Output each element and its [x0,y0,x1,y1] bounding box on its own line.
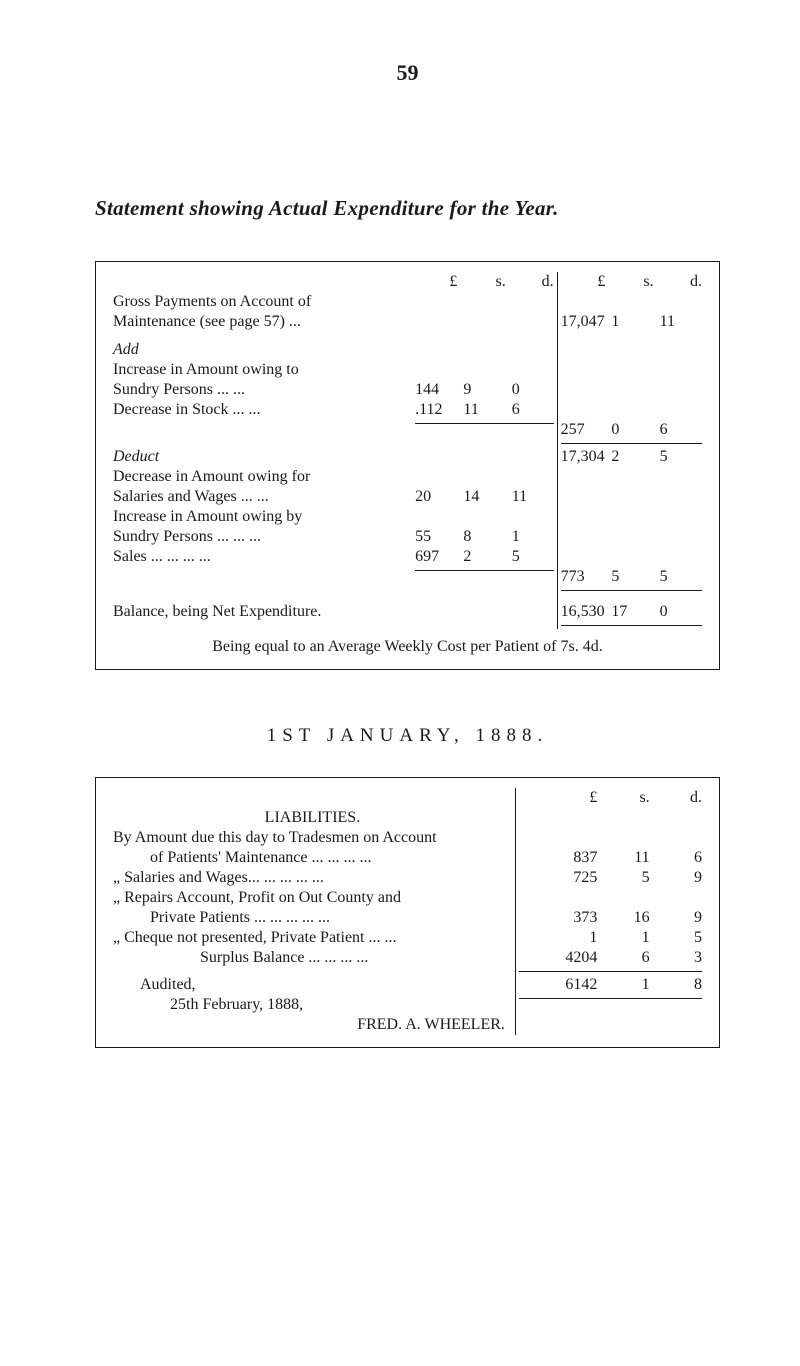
col-header-s: s. [460,272,508,292]
balance-s: 17 [608,602,656,622]
pat-d: 6 [653,848,705,868]
sur-d: 3 [653,948,705,968]
sp2-d: 1 [509,527,557,547]
sp2-s: 8 [460,527,508,547]
ds-L: .112 [412,400,460,420]
sub2-L: 773 [557,567,608,587]
pat-L: 837 [515,848,600,868]
sub1-s: 0 [608,420,656,440]
add-label: Add [110,340,412,360]
ds-s: 11 [460,400,508,420]
liab-col-s: s. [600,788,652,808]
col-header-L2: £ [557,272,608,292]
sal-d: 9 [653,868,705,888]
sales: Sales ... ... ... ... [110,547,412,567]
sales-s: 2 [460,547,508,567]
repairs-line: „ Repairs Account, Profit on Out County … [110,888,515,908]
salaries-wages: Salaries and Wages ... ... [110,487,412,507]
sal-L: 725 [515,868,600,888]
tot-s: 1 [600,975,652,995]
col-header-d2: d. [657,272,705,292]
statement-table-box: £ s. d. £ s. d. Gross Payments on Accoun… [95,261,720,670]
ds-d: 6 [509,400,557,420]
gross-L: 17,047 [557,312,608,332]
tot-d: 8 [653,975,705,995]
priv-L: 373 [515,908,600,928]
audited-line: Audited, [110,975,515,995]
tot-L: 6142 [515,975,600,995]
priv-d: 9 [653,908,705,928]
statement-title: Statement showing Actual Expenditure for… [95,196,720,221]
liab-col-L: £ [515,788,600,808]
sw-d: 11 [509,487,557,507]
sales-L: 697 [412,547,460,567]
sp1-d: 0 [509,380,557,400]
col-header-d: d. [509,272,557,292]
gross-line1: Gross Payments on Account of [110,292,412,312]
deduct-label: Deduct [110,447,412,467]
increase-owing-by: Increase in Amount owing by [110,507,412,527]
sundry-persons-1: Sundry Persons ... ... [110,380,412,400]
sub2-d: 5 [657,567,705,587]
decrease-stock: Decrease in Stock ... ... [110,400,412,420]
col-header-L: £ [412,272,460,292]
sub2-s: 5 [608,567,656,587]
sw-s: 14 [460,487,508,507]
sp2-L: 55 [412,527,460,547]
deduct-top-L: 17,304 [557,447,608,467]
liabilities-header: LIABILITIES. [110,808,515,828]
sundry-persons-2: Sundry Persons ... ... ... [110,527,412,547]
sal-s: 5 [600,868,652,888]
of-patients-line: of Patients' Maintenance ... ... ... ... [110,848,515,868]
sales-d: 5 [509,547,557,567]
surplus-line: Surplus Balance ... ... ... ... [110,948,515,968]
date-heading: 1ST JANUARY, 1888. [95,725,720,747]
statement-table: £ s. d. £ s. d. Gross Payments on Accoun… [110,272,705,657]
page-number: 59 [95,60,720,86]
sub1-d: 6 [657,420,705,440]
statement-footer: Being equal to an Average Weekly Cost pe… [110,637,705,657]
sub1-L: 257 [557,420,608,440]
gross-d: 11 [657,312,705,332]
cheque-line: „ Cheque not presented, Private Patient … [110,928,515,948]
liab-col-d: d. [653,788,705,808]
liabilities-table: £ s. d. LIABILITIES. By Amount due this … [110,788,705,1035]
pat-s: 11 [600,848,652,868]
priv-s: 16 [600,908,652,928]
deduct-top-s: 2 [608,447,656,467]
sur-s: 6 [600,948,652,968]
date-line: 25th February, 1888, [110,995,515,1015]
private-line: Private Patients ... ... ... ... ... [110,908,515,928]
chq-L: 1 [515,928,600,948]
signed-line: FRED. A. WHEELER. [110,1015,515,1035]
col-header-s2: s. [608,272,656,292]
gross-line2: Maintenance (see page 57) ... [110,312,412,332]
sp1-L: 144 [412,380,460,400]
chq-s: 1 [600,928,652,948]
liabilities-box: £ s. d. LIABILITIES. By Amount due this … [95,777,720,1048]
gross-s: 1 [608,312,656,332]
sp1-s: 9 [460,380,508,400]
sur-L: 4204 [515,948,600,968]
increase-owing-to: Increase in Amount owing to [110,360,412,380]
decrease-owing-for: Decrease in Amount owing for [110,467,412,487]
deduct-top-d: 5 [657,447,705,467]
salaries-line: „ Salaries and Wages... ... ... ... ... [110,868,515,888]
balance-L: 16,530 [557,602,608,622]
sw-L: 20 [412,487,460,507]
balance-label: Balance, being Net Expenditure. [110,602,412,622]
chq-d: 5 [653,928,705,948]
by-amount-line: By Amount due this day to Tradesmen on A… [110,828,515,848]
balance-d: 0 [657,602,705,622]
